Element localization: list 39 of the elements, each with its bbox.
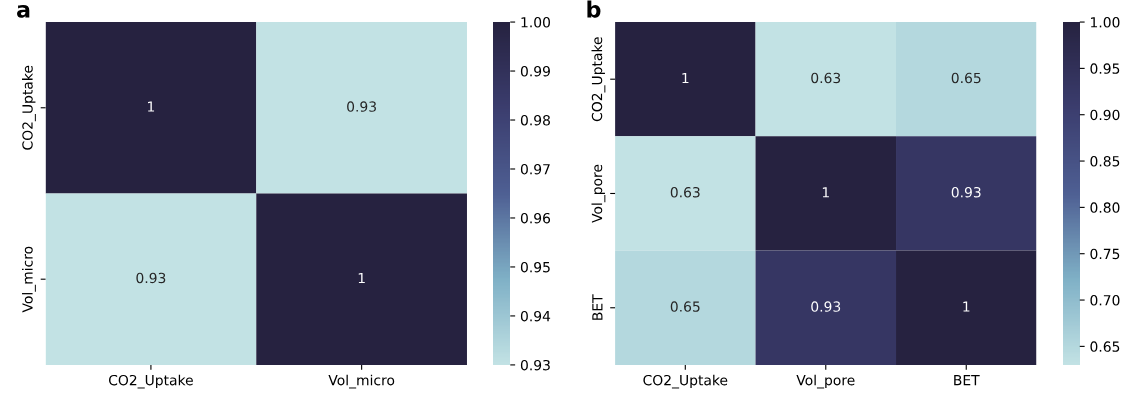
y-tick-label: Vol_pore [591,164,606,223]
color-bar-label: 0.70 [1090,295,1120,306]
data-label: 0.65 [670,301,700,312]
data-label: 1 [358,272,365,284]
data-label: 1 [682,72,689,84]
color-bar-label: 0.90 [1090,109,1120,121]
color-bar-label: 0.65 [1090,341,1120,352]
data-label: 0.63 [670,187,700,198]
data-label: 0.93 [951,187,981,198]
chart-title: b [587,0,601,18]
y-tick-label: BET [592,294,603,320]
data-label: 0.93 [136,272,166,284]
data-label: 1 [148,101,155,112]
color-bar-label: 0.96 [520,212,551,224]
x-tick-label: Vol_pore [796,374,855,389]
data-label: 1 [822,187,829,198]
color-bar-label: 0.95 [520,261,550,273]
data-label: 0.93 [811,301,841,312]
color-bar-label: 0.80 [1090,202,1120,213]
data-label: 0.65 [951,72,981,84]
color-bar-label: 0.75 [1090,248,1120,260]
color-bar-label: 0.97 [520,163,550,175]
color-bar-label: 0.98 [520,114,550,126]
y-tick-label: CO2_Uptake [591,37,606,122]
color-bar-label: 0.99 [520,66,550,77]
data-label: 0.93 [347,101,376,112]
color-bar-label: 0.93 [520,359,550,371]
color-bar-label: 1.00 [521,17,550,28]
x-tick-label: CO2_Uptake [643,374,728,389]
x-tick-label: CO2_Uptake [108,374,193,389]
chart-title: a [17,4,30,18]
data-label: 0.63 [811,72,841,84]
color-bar-label: 1.00 [1091,17,1120,28]
data-label: 1 [963,301,970,312]
x-tick-label: BET [954,375,980,386]
color-bar-label: 0.85 [1090,156,1120,167]
color-bar-label: 0.95 [1090,63,1120,74]
color-bar-label: 0.94 [520,310,551,322]
x-tick-label: Vol_micro [328,374,395,389]
